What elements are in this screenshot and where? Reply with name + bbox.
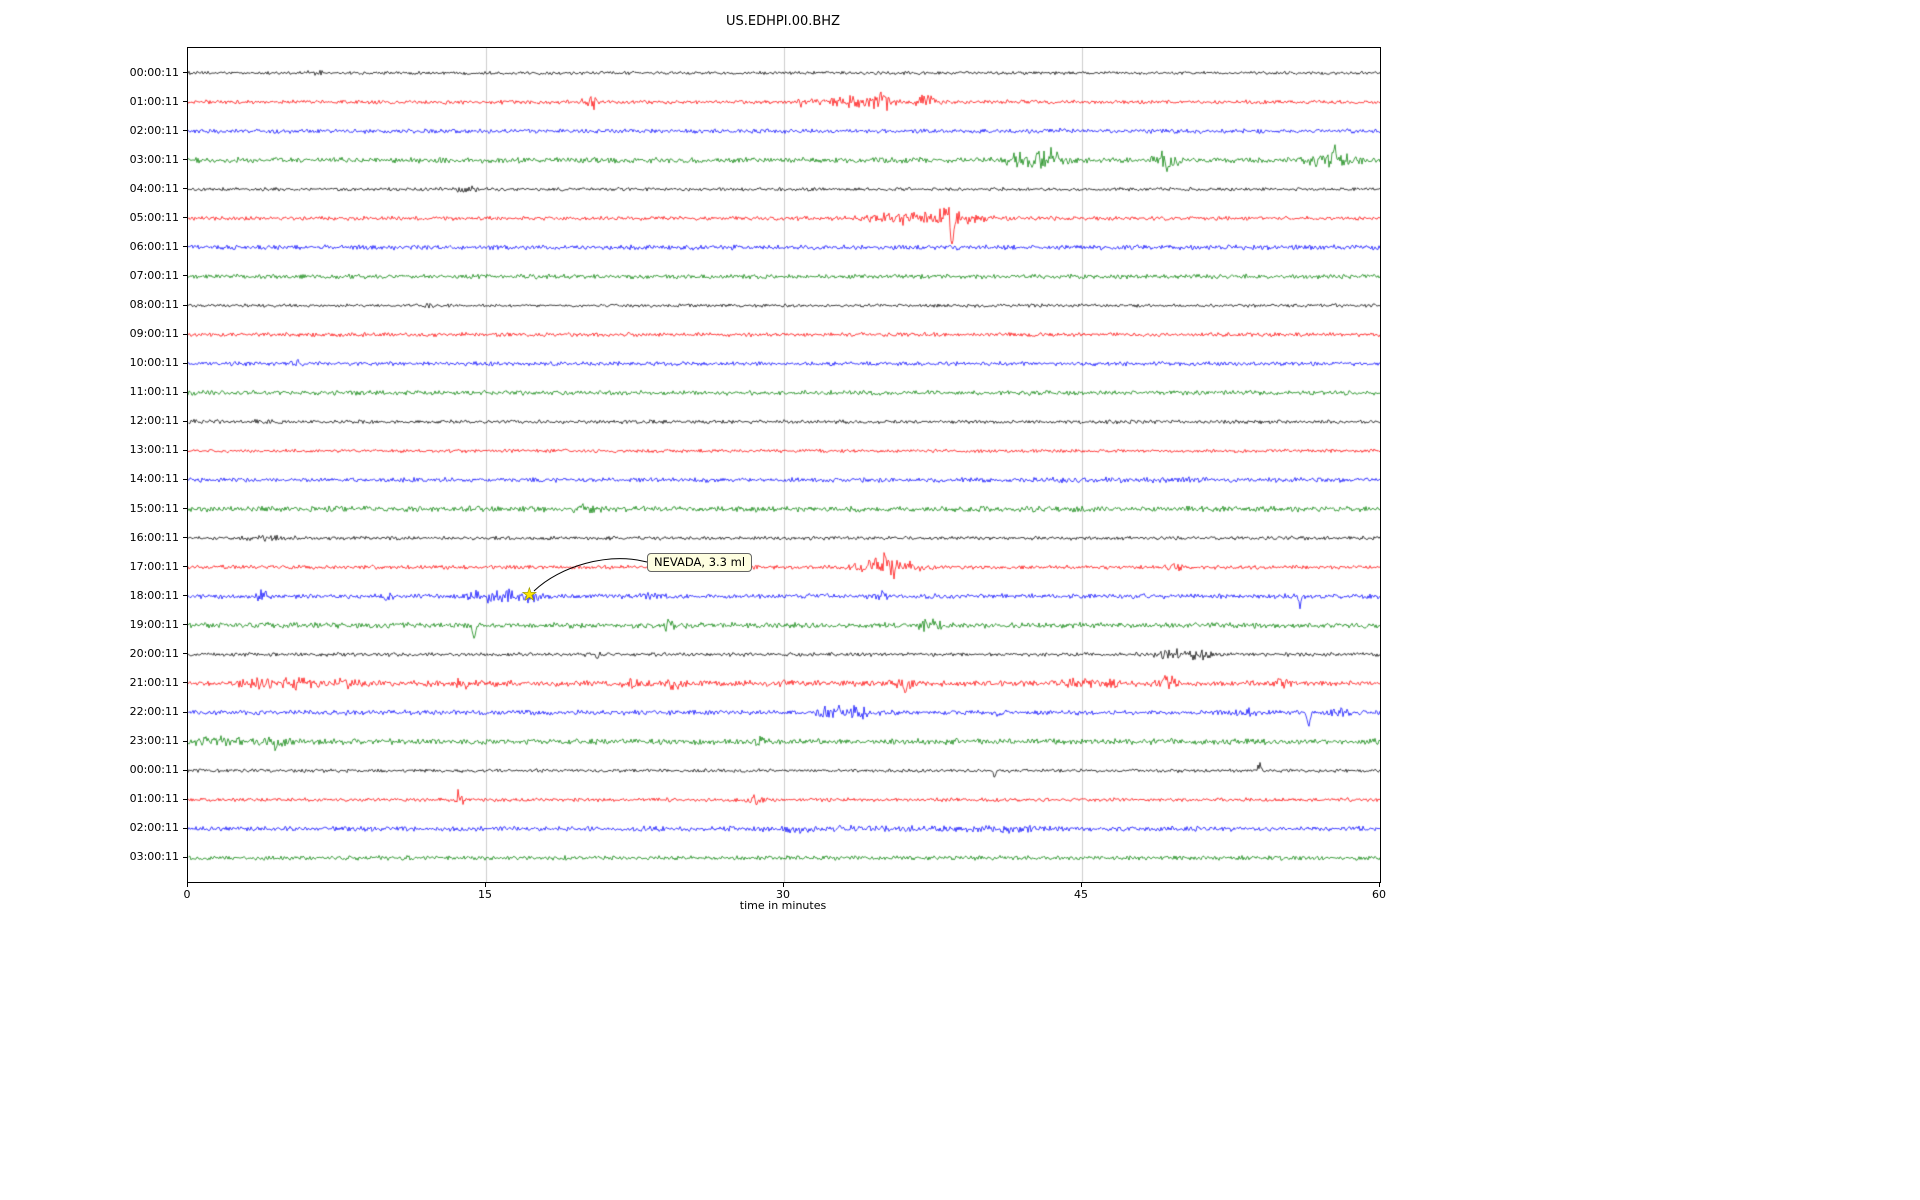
y-tick-label: 06:00:11 bbox=[129, 239, 179, 253]
y-tick-mark bbox=[183, 682, 187, 684]
y-tick-label: 02:00:11 bbox=[129, 123, 179, 137]
y-tick-label: 21:00:11 bbox=[129, 675, 179, 689]
y-tick-mark bbox=[183, 217, 187, 219]
y-tick-label: 07:00:11 bbox=[129, 268, 179, 282]
y-tick-mark bbox=[183, 420, 187, 422]
y-tick-label: 17:00:11 bbox=[129, 559, 179, 573]
x-tick-label: 45 bbox=[1074, 888, 1088, 901]
y-tick-label: 13:00:11 bbox=[129, 443, 179, 457]
y-tick-mark bbox=[183, 391, 187, 393]
x-tick-mark bbox=[187, 883, 188, 887]
x-tick-label: 30 bbox=[776, 888, 790, 901]
y-tick-label: 15:00:11 bbox=[129, 501, 179, 515]
y-tick-mark bbox=[183, 595, 187, 597]
y-tick-mark bbox=[183, 478, 187, 480]
y-tick-mark bbox=[183, 653, 187, 655]
y-tick-mark bbox=[183, 537, 187, 539]
x-tick-label: 60 bbox=[1372, 888, 1386, 901]
y-tick-mark bbox=[183, 798, 187, 800]
waveform-canvas bbox=[188, 48, 1380, 882]
y-tick-label: 03:00:11 bbox=[129, 850, 179, 864]
event-star-marker: ★ bbox=[521, 585, 537, 606]
chart-title: US.EDHPI.00.BHZ bbox=[726, 14, 840, 29]
y-tick-mark bbox=[183, 856, 187, 858]
x-tick-mark bbox=[783, 883, 784, 887]
y-tick-label: 08:00:11 bbox=[129, 298, 179, 312]
y-tick-label: 09:00:11 bbox=[129, 327, 179, 341]
y-tick-mark bbox=[183, 275, 187, 277]
y-tick-label: 19:00:11 bbox=[129, 617, 179, 631]
y-tick-mark bbox=[183, 130, 187, 132]
y-tick-mark bbox=[183, 362, 187, 364]
plot-area: ★ NEVADA, 3.3 ml bbox=[187, 47, 1381, 883]
y-tick-label: 01:00:11 bbox=[129, 94, 179, 108]
y-tick-label: 02:00:11 bbox=[129, 821, 179, 835]
y-tick-label: 00:00:11 bbox=[129, 763, 179, 777]
y-tick-label: 14:00:11 bbox=[129, 472, 179, 486]
y-tick-mark bbox=[183, 72, 187, 73]
y-tick-label: 18:00:11 bbox=[129, 588, 179, 602]
x-tick-mark bbox=[1379, 883, 1380, 887]
y-tick-label: 16:00:11 bbox=[129, 530, 179, 544]
event-annotation-label: NEVADA, 3.3 ml bbox=[647, 553, 753, 572]
y-tick-label: 11:00:11 bbox=[129, 385, 179, 399]
y-tick-mark bbox=[183, 508, 187, 510]
y-tick-mark bbox=[183, 827, 187, 829]
y-tick-mark bbox=[183, 769, 187, 771]
x-tick-mark bbox=[1081, 883, 1082, 887]
y-tick-label: 12:00:11 bbox=[129, 414, 179, 428]
y-tick-mark bbox=[183, 624, 187, 626]
y-tick-mark bbox=[183, 566, 187, 568]
y-tick-label: 22:00:11 bbox=[129, 705, 179, 719]
y-tick-mark bbox=[183, 246, 187, 248]
x-tick-mark bbox=[485, 883, 486, 887]
y-tick-mark bbox=[183, 449, 187, 451]
x-tick-label: 0 bbox=[183, 888, 191, 901]
y-tick-label: 04:00:11 bbox=[129, 181, 179, 195]
y-tick-label: 01:00:11 bbox=[129, 792, 179, 806]
y-tick-mark bbox=[183, 101, 187, 103]
y-tick-label: 03:00:11 bbox=[129, 152, 179, 166]
y-tick-label: 23:00:11 bbox=[129, 734, 179, 748]
y-tick-mark bbox=[183, 333, 187, 335]
y-tick-mark bbox=[183, 711, 187, 713]
y-tick-label: 10:00:11 bbox=[129, 356, 179, 370]
x-tick-label: 15 bbox=[478, 888, 492, 901]
y-tick-label: 20:00:11 bbox=[129, 646, 179, 660]
y-tick-label: 05:00:11 bbox=[129, 210, 179, 224]
y-tick-mark bbox=[183, 304, 187, 306]
y-tick-mark bbox=[183, 159, 187, 161]
y-tick-label: 00:00:11 bbox=[129, 65, 179, 79]
x-axis-label: time in minutes bbox=[739, 899, 827, 912]
y-tick-mark bbox=[183, 740, 187, 742]
y-tick-mark bbox=[183, 188, 187, 190]
